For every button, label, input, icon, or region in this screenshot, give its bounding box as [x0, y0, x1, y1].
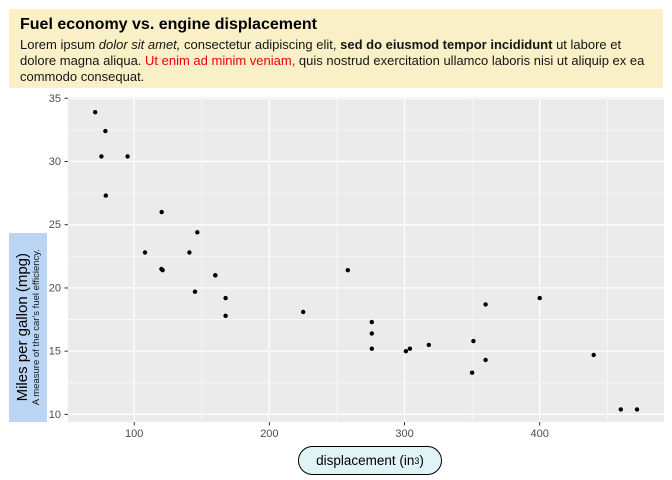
header-text-segment: dolor sit amet, — [98, 37, 181, 52]
y-tick-label: 25 — [49, 219, 61, 231]
header-text-segment: sed do eiusmod tempor incididunt — [340, 37, 553, 52]
data-point — [99, 154, 104, 159]
data-point — [369, 331, 374, 336]
y-axis-label-box: Miles per gallon (mpg) A measure of the … — [9, 233, 47, 422]
note-title: Fuel economy vs. engine displacement — [20, 16, 317, 33]
header-note: Fuel economy vs. engine displacement Lor… — [9, 9, 663, 88]
data-point — [159, 209, 164, 215]
data-point — [407, 346, 413, 351]
data-point — [369, 346, 374, 351]
data-point — [345, 268, 350, 273]
x-axis-label-suffix: ) — [419, 453, 424, 468]
y-tick-label: 10 — [49, 409, 61, 421]
data-point — [187, 250, 192, 255]
data-point — [103, 128, 108, 134]
data-point — [469, 370, 475, 375]
x-tick-label: 200 — [260, 428, 278, 440]
data-point — [483, 302, 488, 307]
data-point — [618, 407, 623, 412]
header-text-segment: Ut enim ad minim veniam, — [145, 53, 296, 68]
header-text-segment: ut labore et dolore magna aliqua. — [20, 37, 622, 68]
data-point — [403, 349, 409, 354]
data-point — [483, 357, 488, 363]
x-tick-label: 100 — [125, 428, 143, 440]
x-tick-label: 300 — [395, 428, 413, 440]
note-body: Lorem ipsum dolor sit amet, consectetur … — [20, 37, 656, 85]
y-tick-label: 35 — [49, 93, 61, 105]
x-axis-label: displacement (in — [316, 453, 415, 468]
data-point — [537, 295, 542, 301]
data-point — [301, 309, 306, 315]
data-point — [160, 268, 165, 273]
data-point — [471, 338, 476, 344]
y-axis-title: Miles per gallon (mpg) — [14, 253, 31, 402]
data-point — [634, 407, 640, 412]
data-point — [369, 319, 374, 325]
data-point — [223, 313, 228, 318]
data-point — [213, 273, 218, 278]
x-tick-label: 400 — [530, 428, 548, 440]
data-point — [591, 352, 596, 358]
plot-panel — [68, 97, 664, 422]
y-tick-label: 20 — [49, 282, 61, 294]
data-point — [103, 193, 109, 198]
data-point — [93, 110, 98, 115]
data-point — [426, 342, 431, 348]
data-point — [125, 154, 130, 159]
header-text-segment: Lorem ipsum — [20, 37, 99, 52]
x-axis-label-pill: displacement (in 3) — [298, 446, 442, 475]
data-point — [223, 295, 228, 301]
header-text-segment: consectetur adipiscing elit, — [180, 37, 341, 52]
data-point — [142, 250, 148, 255]
y-tick-label: 15 — [49, 346, 61, 358]
data-point — [192, 289, 198, 294]
data-point — [195, 230, 200, 235]
y-tick-label: 30 — [49, 156, 61, 168]
y-axis-subtitle: A measure of the car's fuel efficiency. — [31, 249, 42, 406]
header-text-segment: quis nostrud exercitation ullamco labori… — [20, 53, 645, 84]
